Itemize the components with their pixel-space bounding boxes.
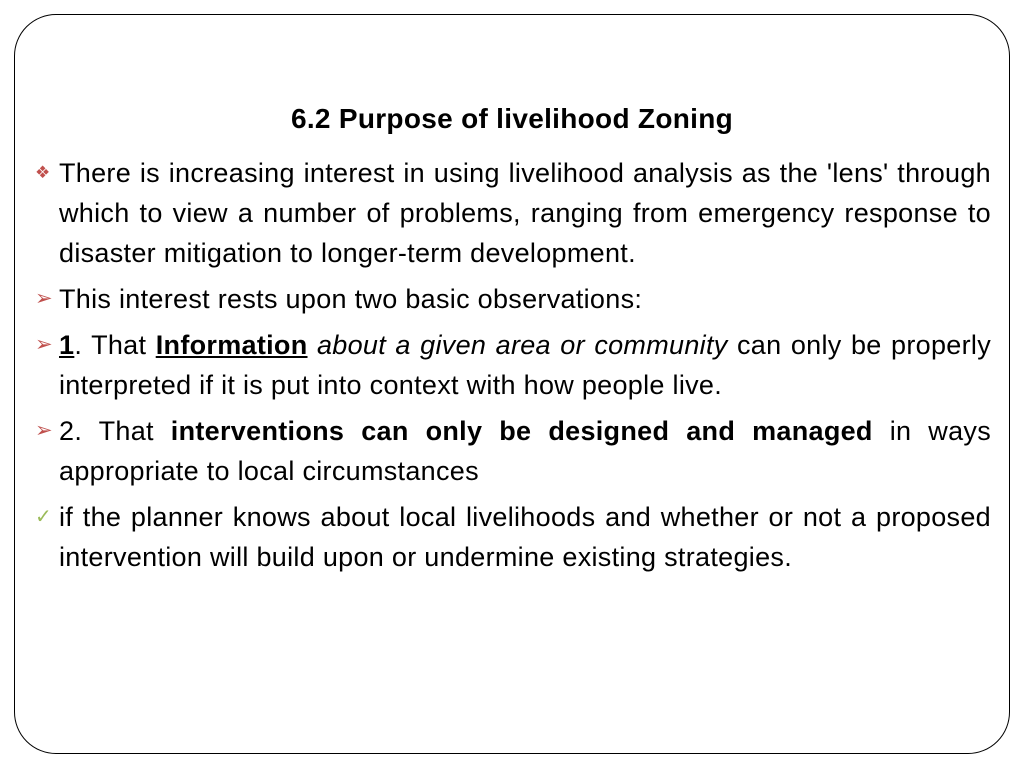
text-segment: if the planner knows about local livelih… <box>59 502 991 572</box>
text-segment: Information <box>156 330 308 360</box>
text-segment: 2. That <box>59 416 171 446</box>
bullet-text: This interest rests upon two basic obser… <box>59 279 991 319</box>
text-segment: This interest rests upon two basic obser… <box>59 284 642 314</box>
bullet-text: 2. That interventions can only be design… <box>59 411 991 491</box>
text-segment: 1 <box>59 330 74 360</box>
bullet-text: There is increasing interest in using li… <box>59 153 991 273</box>
bullet-row: ❖There is increasing interest in using l… <box>33 153 991 273</box>
arrow-bullet-icon: ➢ <box>33 279 59 319</box>
diamond-bullet-icon: ❖ <box>33 153 59 193</box>
text-segment: about a given area or community <box>317 330 728 360</box>
slide-title: 6.2 Purpose of livelihood Zoning <box>33 103 991 135</box>
slide-frame: 6.2 Purpose of livelihood Zoning ❖There … <box>14 14 1010 754</box>
bullet-row: ➢1. That Information about a given area … <box>33 325 991 405</box>
bullet-row: ➢This interest rests upon two basic obse… <box>33 279 991 319</box>
arrow2-bullet-icon: ➢ <box>33 411 59 451</box>
check-bullet-icon: ✓ <box>33 497 59 537</box>
bullet-list: ❖There is increasing interest in using l… <box>33 153 991 577</box>
text-segment: . That <box>74 330 155 360</box>
text-segment <box>308 330 317 360</box>
text-segment: There is increasing interest in using li… <box>59 158 991 268</box>
arrow-bullet-icon: ➢ <box>33 325 59 365</box>
bullet-text: if the planner knows about local livelih… <box>59 497 991 577</box>
bullet-text: 1. That Information about a given area o… <box>59 325 991 405</box>
bullet-row: ✓if the planner knows about local liveli… <box>33 497 991 577</box>
bullet-row: ➢2. That interventions can only be desig… <box>33 411 991 491</box>
text-segment: interventions can only be designed and m… <box>171 416 873 446</box>
